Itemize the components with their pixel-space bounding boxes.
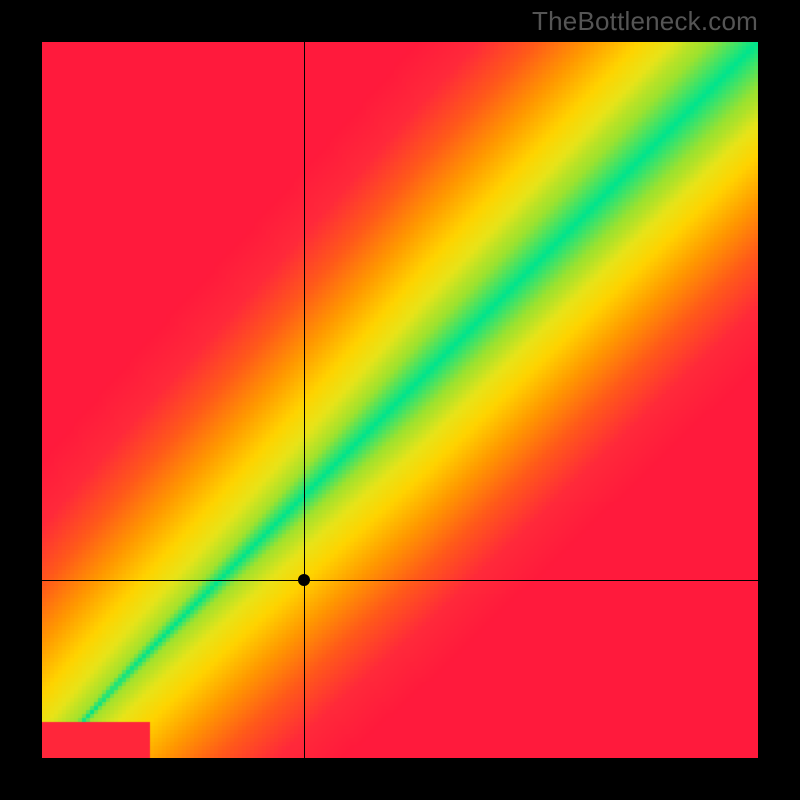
heatmap-canvas xyxy=(42,42,758,758)
selected-point xyxy=(298,574,310,586)
watermark-text: TheBottleneck.com xyxy=(532,6,758,37)
crosshair-horizontal xyxy=(42,580,758,581)
outer-frame: TheBottleneck.com xyxy=(0,0,800,800)
plot-area xyxy=(42,42,758,758)
crosshair-vertical xyxy=(304,42,305,758)
